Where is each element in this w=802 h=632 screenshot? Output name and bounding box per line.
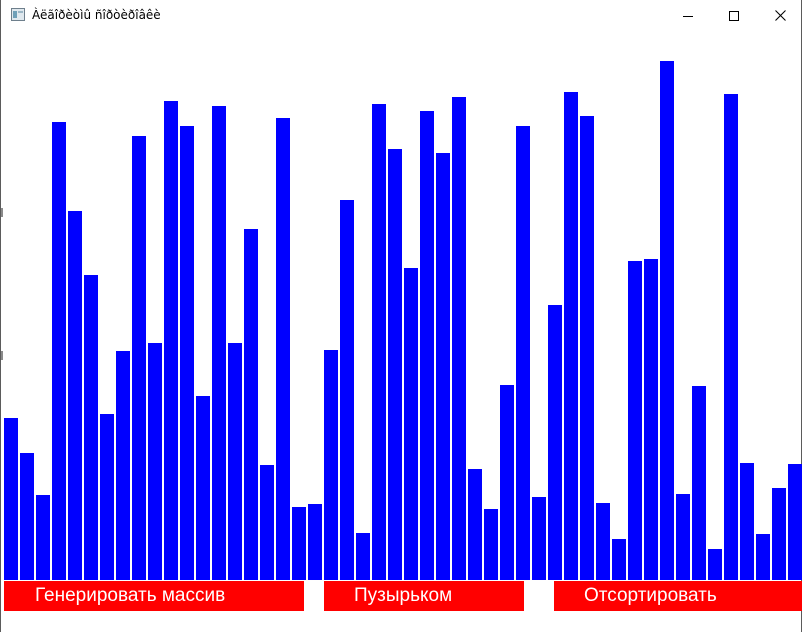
array-bar xyxy=(420,111,434,580)
maximize-button[interactable] xyxy=(711,0,757,31)
array-bar xyxy=(500,385,514,580)
array-bar xyxy=(132,136,146,580)
array-bar xyxy=(580,116,594,580)
edge-mark xyxy=(1,351,3,360)
array-bar xyxy=(244,229,258,580)
array-bar xyxy=(308,504,322,580)
array-bar xyxy=(84,275,98,580)
array-bar xyxy=(644,259,658,580)
array-bar xyxy=(100,414,114,580)
minimize-button[interactable] xyxy=(665,0,711,31)
array-bar xyxy=(628,261,642,580)
close-icon xyxy=(774,10,786,21)
array-bar xyxy=(756,534,770,580)
array-bar xyxy=(484,509,498,580)
edge-mark xyxy=(1,208,3,217)
array-bar xyxy=(404,268,418,580)
array-bar xyxy=(276,118,290,580)
array-bar xyxy=(228,343,242,580)
array-bar xyxy=(180,126,194,580)
array-bar xyxy=(324,350,338,580)
sort-button[interactable]: Отсортировать xyxy=(554,581,802,611)
array-bar xyxy=(340,200,354,580)
array-bar xyxy=(388,149,402,580)
array-bar xyxy=(708,549,722,580)
array-bar xyxy=(372,104,386,580)
array-bar xyxy=(740,463,754,580)
minimize-icon xyxy=(683,11,693,21)
array-bar xyxy=(564,92,578,580)
array-bar xyxy=(196,396,210,580)
window-app-icon xyxy=(11,8,25,21)
bubble-sort-button[interactable]: Пузырьком xyxy=(324,581,524,611)
array-bar xyxy=(788,464,802,580)
array-bar xyxy=(356,533,370,580)
array-bar xyxy=(4,418,18,580)
generate-array-button[interactable]: Генерировать массив xyxy=(4,581,304,611)
array-bar xyxy=(212,106,226,580)
array-bar xyxy=(68,211,82,580)
array-bar xyxy=(660,61,674,580)
title-bar[interactable]: Àëãîðèòìû ñîðòèðîâêè xyxy=(1,0,801,31)
array-bar xyxy=(20,453,34,580)
array-bar xyxy=(772,488,786,580)
window-title: Àëãîðèòìû ñîðòèðîâêè xyxy=(32,8,161,22)
array-bar xyxy=(516,126,530,580)
array-bar xyxy=(436,153,450,580)
array-bar xyxy=(468,469,482,580)
maximize-icon xyxy=(729,10,739,21)
array-bar xyxy=(532,497,546,580)
array-bar xyxy=(148,343,162,580)
close-button[interactable] xyxy=(757,0,802,31)
array-bar xyxy=(452,97,466,580)
array-bar xyxy=(116,351,130,580)
array-bar xyxy=(596,503,610,580)
array-bar xyxy=(36,495,50,580)
array-bar xyxy=(548,305,562,580)
array-bar xyxy=(676,494,690,580)
array-bar xyxy=(52,122,66,580)
array-bar xyxy=(260,465,274,580)
array-bar xyxy=(692,386,706,580)
array-bar xyxy=(724,94,738,580)
array-bar xyxy=(612,539,626,580)
array-bar xyxy=(164,101,178,580)
array-bar xyxy=(292,507,306,580)
array-visualization xyxy=(1,31,802,632)
